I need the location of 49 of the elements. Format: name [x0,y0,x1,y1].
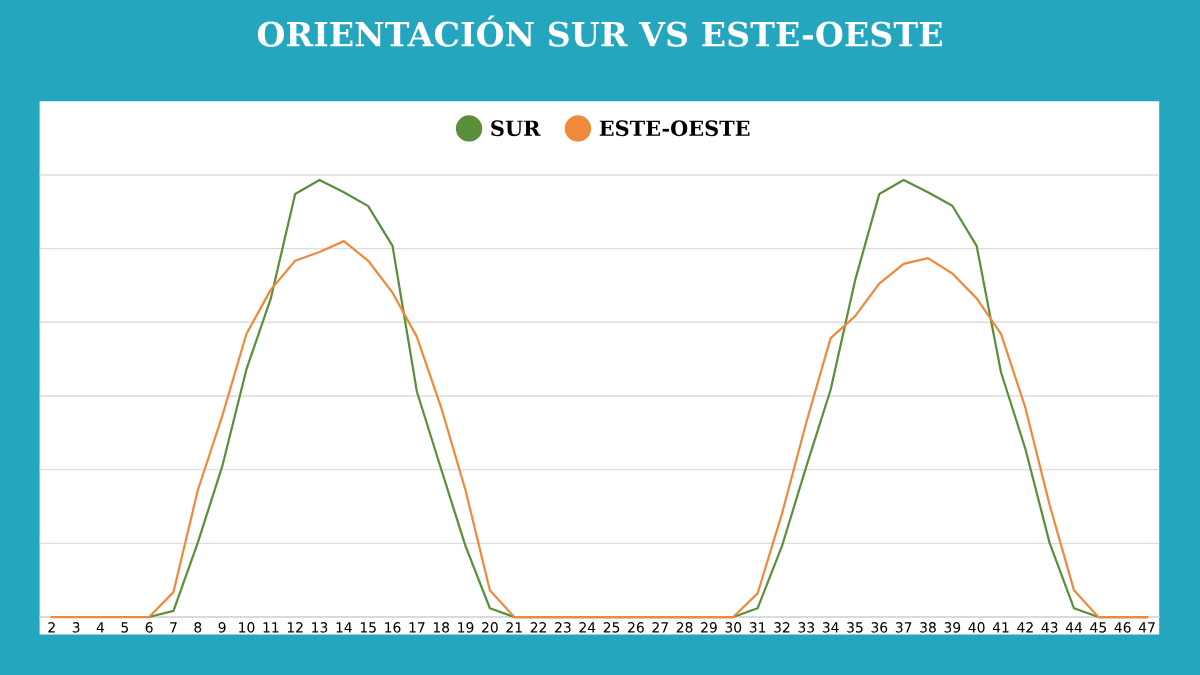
x-tick-label: 10 [239,622,255,633]
legend-label: ESTE-OESTE [599,120,750,137]
x-tick-label: 5 [121,622,128,633]
x-tick-label: 30 [725,622,742,633]
x-tick-label: 19 [458,622,474,633]
x-tick-label: 15 [360,622,376,633]
x-tick-label: 34 [822,622,839,633]
x-tick-label: 42 [1017,622,1033,633]
x-tick-label: 39 [944,622,961,633]
x-tick-label: 26 [628,622,644,633]
x-tick-label: 11 [263,622,279,633]
x-tick-label: 20 [482,622,498,633]
x-tick-label: 7 [170,622,177,633]
x-tick-label: 14 [336,622,352,633]
x-tick-label: 33 [798,622,815,633]
x-tick-label: 37 [895,622,912,633]
x-tick-label: 9 [218,622,226,633]
x-tick-label: 29 [701,622,717,633]
x-tick-label: 40 [968,622,985,633]
x-tick-label: 8 [194,622,202,633]
x-tick-label: 22 [530,622,546,633]
x-tick-label: 36 [871,622,888,633]
x-tick-label: 45 [1090,622,1106,633]
x-tick-label: 12 [287,622,303,633]
x-tick-label: 25 [603,622,620,633]
x-tick-label: 23 [555,622,571,633]
x-tick-label: 44 [1065,622,1083,633]
x-tick-label: 2 [48,622,55,633]
x-tick-label: 32 [774,622,790,633]
x-tick-label: 27 [652,622,668,633]
legend-label: SUR [491,120,541,137]
x-tick-label: 41 [992,622,1009,633]
x-tick-label: 6 [145,622,153,633]
x-tick-label: 13 [312,622,328,633]
x-tick-label: 18 [433,622,450,633]
chart-title: ORIENTACIÓN SUR VS ESTE-OESTE [257,15,942,47]
x-tick-label: 3 [72,622,80,633]
x-tick-label: 43 [1041,622,1058,633]
x-tick-label: 38 [920,622,936,633]
x-tick-label: 35 [847,622,863,633]
x-tick-label: 47 [1138,622,1155,633]
x-tick-label: 24 [579,622,596,633]
x-tick-label: 21 [506,622,522,633]
x-tick-label: 4 [96,622,105,633]
x-tick-label: 46 [1114,622,1131,633]
x-tick-label: 28 [676,622,693,633]
x-tick-label: 16 [385,622,401,633]
x-tick-label: 31 [749,622,766,633]
x-tick-label: 17 [409,622,425,633]
